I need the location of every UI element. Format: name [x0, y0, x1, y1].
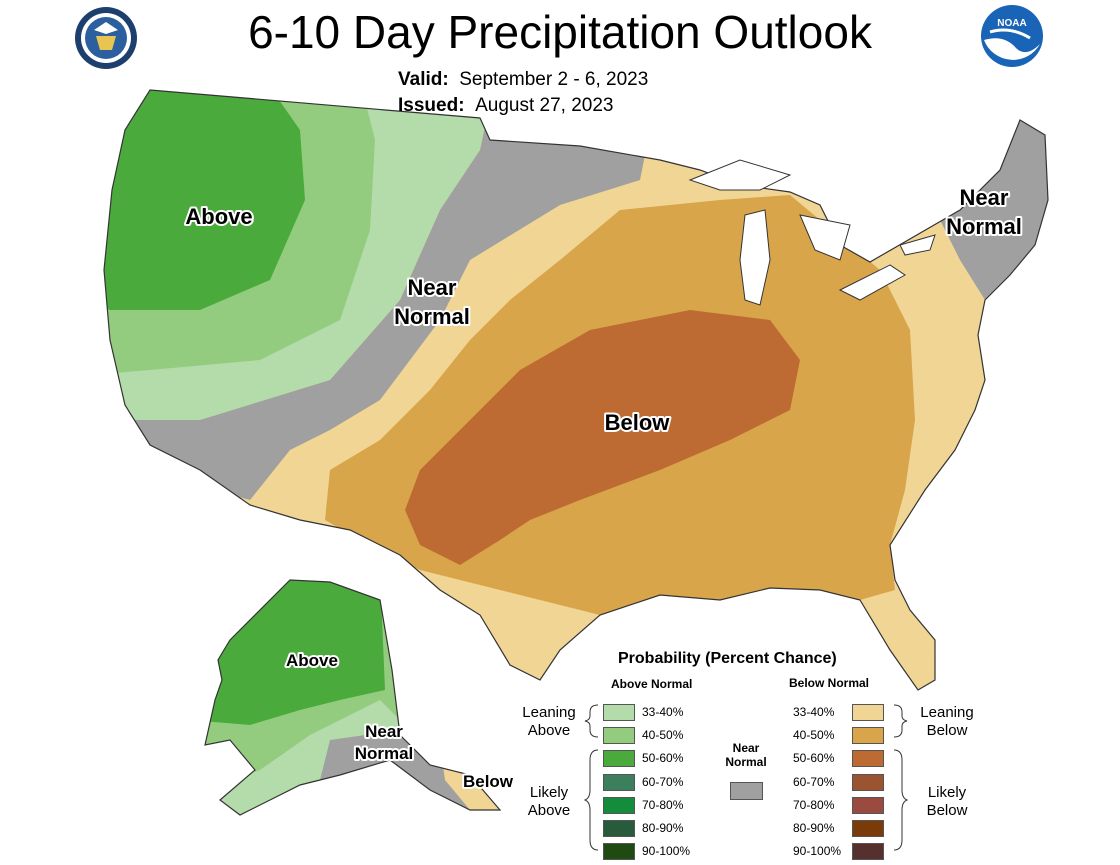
- issued-label: Issued:: [398, 95, 465, 116]
- legend-below-range-label: 80-90%: [793, 821, 835, 835]
- legend-below-swatch: [852, 820, 884, 837]
- legend-above-range-label: 60-70%: [642, 774, 684, 789]
- label-above-west: Above: [185, 204, 252, 229]
- legend-above-range-label: 50-60%: [642, 751, 684, 766]
- label-near-normal-west-2: Normal: [394, 304, 470, 329]
- legend-below-header: Below Normal: [789, 676, 870, 690]
- legend-likely-below-line2: Below: [926, 802, 968, 819]
- noaa-logo-icon: NOAA: [981, 5, 1043, 67]
- legend-leaning-below-line1: Leaning: [920, 704, 974, 721]
- legend-below-swatch: [852, 773, 884, 791]
- legend-below-swatch: [852, 704, 884, 721]
- legend-likely-above-line1: Likely: [529, 784, 569, 801]
- legend-near-normal-line2: Normal: [725, 755, 767, 769]
- label-below-central: Below: [605, 410, 671, 435]
- issued-date: Issued: August 27, 2023: [398, 94, 613, 118]
- legend-below-range-label: 40-50%: [793, 728, 835, 743]
- legend-below-range-label: 33-40%: [793, 705, 835, 719]
- legend-below-swatch: [852, 750, 884, 768]
- legend-near-normal-swatch: [730, 782, 763, 800]
- legend-leaning-above: Leaning Above: [513, 704, 585, 740]
- label-near-normal-alaska-2: Normal: [355, 744, 414, 763]
- legend-near-normal: Near Normal: [718, 741, 774, 769]
- legend-likely-above-line2: Above: [527, 802, 571, 819]
- legend-below-swatch: [852, 796, 884, 814]
- legend-above-swatch: [603, 750, 635, 768]
- legend-above-swatch: [603, 773, 635, 791]
- legend-near-normal-line1: Near: [732, 741, 760, 755]
- legend-title: Probability (Percent Chance): [618, 650, 837, 667]
- department-of-commerce-seal-icon: [75, 7, 137, 69]
- legend-likely-above: Likely Above: [513, 784, 585, 820]
- legend-above-swatch: [603, 704, 635, 721]
- legend-below-range-label: 60-70%: [793, 774, 835, 789]
- legend-likely-below: Likely Below: [911, 784, 983, 820]
- legend-above-range-label: 80-90%: [642, 821, 684, 835]
- legend-leaning-above-line1: Leaning: [522, 704, 576, 721]
- legend-above-swatch: [603, 820, 635, 837]
- legend-below-range-label: 90-100%: [793, 844, 842, 859]
- legend-below-range-label: 70-80%: [793, 797, 835, 812]
- issued-value: August 27, 2023: [475, 95, 614, 116]
- valid-dates: Valid: September 2 - 6, 2023: [398, 68, 648, 92]
- label-near-normal-ne-2: Normal: [946, 214, 1022, 239]
- label-near-normal-ne-1: Near: [960, 185, 1009, 210]
- legend-below-swatch: [852, 843, 884, 861]
- valid-label: Valid:: [398, 69, 449, 90]
- legend-below-range-label: 50-60%: [793, 751, 835, 766]
- label-near-normal-west-1: Near: [408, 275, 457, 300]
- legend-likely-below-line1: Likely: [927, 784, 967, 801]
- noaa-logo-text: NOAA: [997, 18, 1026, 29]
- legend-below-swatch: [852, 727, 884, 745]
- legend-above-range-label: 70-80%: [642, 797, 684, 812]
- label-above-alaska: Above: [286, 651, 338, 670]
- label-below-alaska: Below: [463, 772, 514, 791]
- legend-above-range-label: 33-40%: [642, 705, 684, 719]
- legend-leaning-below: Leaning Below: [911, 704, 983, 740]
- page-title: 6-10 Day Precipitation Outlook: [248, 6, 872, 58]
- legend-above-range-label: 40-50%: [642, 728, 684, 743]
- legend-leaning-above-line2: Above: [527, 722, 571, 739]
- legend-above-swatch: [603, 843, 635, 861]
- label-near-normal-alaska-1: Near: [365, 722, 403, 741]
- legend-leaning-below-line2: Below: [926, 722, 968, 739]
- legend-above-range-label: 90-100%: [642, 844, 691, 859]
- legend-above-swatch: [603, 796, 635, 814]
- legend-above-swatch: [603, 727, 635, 745]
- valid-value: September 2 - 6, 2023: [459, 69, 649, 90]
- legend-above-header: Above Normal: [611, 677, 693, 691]
